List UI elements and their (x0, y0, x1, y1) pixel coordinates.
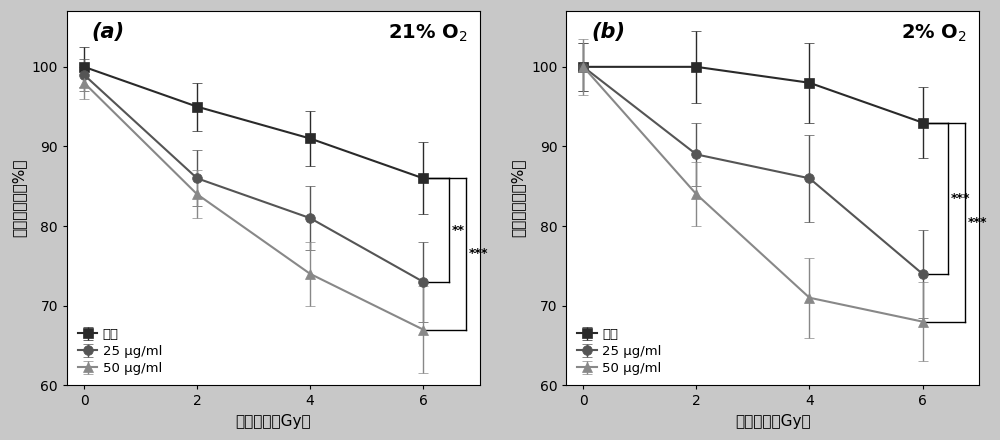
Text: (b): (b) (591, 22, 625, 42)
Text: ***: *** (951, 192, 970, 205)
Y-axis label: 细胞存活率（%）: 细胞存活率（%） (11, 159, 26, 238)
Text: **: ** (451, 224, 464, 237)
Y-axis label: 细胞存活率（%）: 细胞存活率（%） (510, 159, 525, 238)
Text: ***: *** (468, 247, 488, 260)
X-axis label: 放射剂量（Gy）: 放射剂量（Gy） (236, 414, 311, 429)
Text: (a): (a) (92, 22, 125, 42)
Text: 2% O$_2$: 2% O$_2$ (901, 22, 967, 44)
Text: 21% O$_2$: 21% O$_2$ (388, 22, 467, 44)
X-axis label: 放射剂量（Gy）: 放射剂量（Gy） (735, 414, 811, 429)
Legend: 对照, 25 μg/ml, 50 μg/ml: 对照, 25 μg/ml, 50 μg/ml (573, 324, 665, 379)
Text: ***: *** (968, 216, 987, 229)
Legend: 对照, 25 μg/ml, 50 μg/ml: 对照, 25 μg/ml, 50 μg/ml (74, 324, 166, 379)
